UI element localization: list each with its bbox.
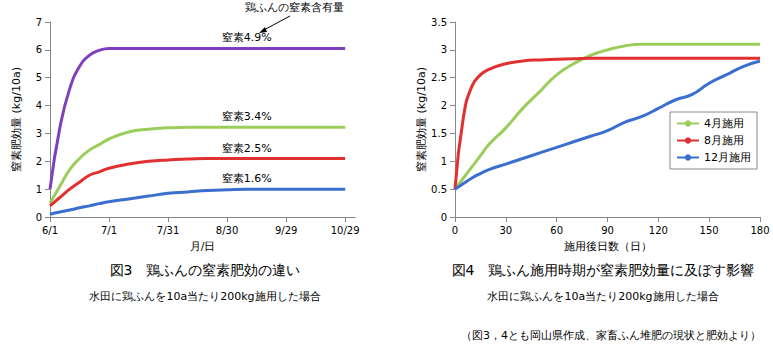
svg-text:10/29: 10/29 bbox=[331, 225, 360, 236]
svg-text:6/1: 6/1 bbox=[42, 225, 58, 236]
svg-text:水田に鶏ふんを10a当たり200kg施用した場合: 水田に鶏ふんを10a当たり200kg施用した場合 bbox=[487, 290, 718, 303]
svg-text:5: 5 bbox=[36, 72, 42, 83]
svg-text:月/日: 月/日 bbox=[190, 240, 216, 253]
svg-text:窒素4.9%: 窒素4.9% bbox=[222, 31, 272, 44]
svg-text:窒素肥効量 (kg/10a): 窒素肥効量 (kg/10a) bbox=[415, 67, 428, 172]
svg-text:120: 120 bbox=[649, 225, 668, 236]
svg-text:窒素肥効量 (kg/10a): 窒素肥効量 (kg/10a) bbox=[10, 67, 23, 172]
svg-text:0: 0 bbox=[36, 212, 42, 223]
svg-text:3: 3 bbox=[441, 44, 447, 55]
svg-text:180: 180 bbox=[750, 225, 769, 236]
svg-text:90: 90 bbox=[601, 225, 614, 236]
svg-text:7: 7 bbox=[36, 17, 42, 28]
svg-text:3: 3 bbox=[36, 128, 42, 139]
svg-text:窒素2.5%: 窒素2.5% bbox=[222, 142, 272, 155]
svg-text:9/29: 9/29 bbox=[275, 225, 297, 236]
svg-text:施用後日数（日）: 施用後日数（日） bbox=[564, 240, 652, 253]
svg-text:1.5: 1.5 bbox=[431, 128, 447, 139]
svg-text:2: 2 bbox=[441, 100, 447, 111]
svg-text:30: 30 bbox=[499, 225, 512, 236]
svg-text:3.5: 3.5 bbox=[431, 17, 447, 28]
svg-text:1: 1 bbox=[441, 156, 447, 167]
svg-text:0: 0 bbox=[452, 225, 458, 236]
svg-text:150: 150 bbox=[700, 225, 719, 236]
svg-text:2.5: 2.5 bbox=[431, 72, 447, 83]
svg-text:6: 6 bbox=[36, 44, 42, 55]
svg-text:7/31: 7/31 bbox=[157, 225, 179, 236]
svg-text:0.5: 0.5 bbox=[431, 184, 447, 195]
svg-text:8月施用: 8月施用 bbox=[704, 134, 744, 147]
svg-text:水田に鶏ふんを10a当たり200kg施用した場合: 水田に鶏ふんを10a当たり200kg施用した場合 bbox=[89, 290, 320, 303]
svg-text:60: 60 bbox=[550, 225, 563, 236]
svg-text:2: 2 bbox=[36, 156, 42, 167]
svg-text:1: 1 bbox=[36, 184, 42, 195]
svg-text:0: 0 bbox=[441, 212, 447, 223]
svg-text:窒素3.4%: 窒素3.4% bbox=[222, 110, 272, 123]
svg-text:8/30: 8/30 bbox=[216, 225, 238, 236]
svg-text:図4 鶏ふん施用時期が窒素肥効量に及ぼす影響: 図4 鶏ふん施用時期が窒素肥効量に及ぼす影響 bbox=[452, 262, 755, 278]
svg-text:（図3，4とも岡山県作成、家畜ふん堆肥の現状と肥効より）: （図3，4とも岡山県作成、家畜ふん堆肥の現状と肥効より） bbox=[461, 329, 761, 342]
svg-text:窒素1.6%: 窒素1.6% bbox=[222, 172, 272, 185]
svg-text:4月施用: 4月施用 bbox=[704, 117, 744, 130]
svg-text:4: 4 bbox=[36, 100, 42, 111]
svg-text:図3 鶏ふんの窒素肥効の違い: 図3 鶏ふんの窒素肥効の違い bbox=[110, 262, 301, 278]
svg-text:12月施用: 12月施用 bbox=[704, 151, 751, 164]
svg-text:鶏ふんの窒素含有量: 鶏ふんの窒素含有量 bbox=[245, 1, 344, 14]
svg-text:7/1: 7/1 bbox=[101, 225, 117, 236]
